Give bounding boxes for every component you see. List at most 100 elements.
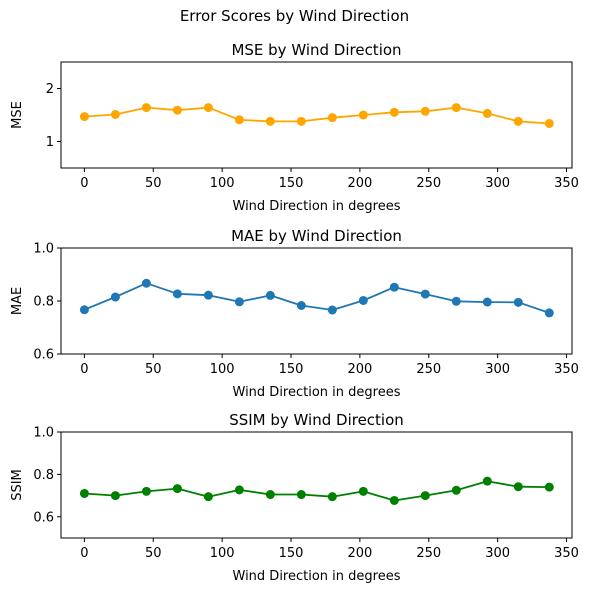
data-point [296,116,306,126]
data-point [420,491,430,501]
data-point [296,301,306,311]
plot-frame [60,431,573,539]
x-tick-label: 150 [279,362,304,377]
data-point [544,118,554,128]
y-axis-label: MAE [10,287,25,315]
data-point [141,278,151,288]
data-point [544,482,554,492]
data-point [265,290,275,300]
subplot-title: MAE by Wind Direction [231,227,402,245]
data-point [327,492,337,502]
x-tick-label: 200 [347,176,372,191]
x-tick-label: 250 [416,176,441,191]
data-point [265,116,275,126]
data-point [482,476,492,486]
x-tick-label: 0 [80,362,88,377]
x-tick-label: 50 [145,546,162,561]
x-tick-label: 100 [210,176,235,191]
data-point [389,282,399,292]
x-tick-label: 350 [554,546,579,561]
data-point [296,490,306,500]
x-tick-label: 200 [347,546,372,561]
data-point [141,486,151,496]
x-tick-label: 50 [145,362,162,377]
x-tick-label: 350 [554,176,579,191]
data-point [389,495,399,505]
plot-frame [60,61,573,169]
data-point [420,106,430,116]
data-point [203,492,213,502]
data-point [451,296,461,306]
x-tick-label: 0 [80,176,88,191]
data-point [327,113,337,123]
subplot-title: MSE by Wind Direction [231,41,401,59]
y-axis-label: MSE [10,101,25,129]
y-tick-label: 0.8 [33,468,54,483]
data-point [79,305,89,315]
data-point [234,297,244,307]
series-line [84,106,550,125]
plot-frame [60,247,573,355]
figure-title: Error Scores by Wind Direction [179,7,410,25]
series-line [84,282,550,314]
data-point [110,491,120,501]
data-point [234,485,244,495]
data-point [482,297,492,307]
y-tick-label: 2 [46,82,54,97]
data-point [79,112,89,122]
x-tick-label: 150 [279,546,304,561]
x-axis-label: Wind Direction in degrees [233,199,401,214]
x-axis-label: Wind Direction in degrees [233,569,401,584]
y-tick-label: 0.6 [33,348,54,363]
data-point [513,482,523,492]
data-point [358,486,368,496]
data-point [451,103,461,113]
data-point [234,115,244,125]
data-point [389,107,399,117]
y-tick-label: 0.8 [33,295,54,310]
subplot-2: MAE by Wind Direction 0 50 100 150 200 250 300 3… [10,227,579,400]
data-point [203,103,213,113]
x-tick-label: 300 [485,546,510,561]
data-point [203,290,213,300]
subplot-title: SSIM by Wind Direction [229,411,404,429]
x-tick-label: 250 [416,362,441,377]
x-axis-label: Wind Direction in degrees [233,385,401,400]
data-point [420,289,430,299]
data-point [172,105,182,115]
data-point [79,488,89,498]
x-tick-label: 300 [485,176,510,191]
x-tick-label: 50 [145,176,162,191]
y-tick-label: 1 [46,135,54,150]
x-tick-label: 350 [554,362,579,377]
y-tick-label: 1.0 [33,242,54,257]
x-tick-label: 100 [210,362,235,377]
x-tick-label: 200 [347,362,372,377]
data-point [110,109,120,119]
y-tick-label: 0.6 [33,510,54,525]
data-point [358,110,368,120]
y-tick-label: 1.0 [33,426,54,441]
x-tick-label: 300 [485,362,510,377]
x-tick-label: 250 [416,546,441,561]
data-point [451,485,461,495]
series-line [84,480,550,502]
y-axis-label: SSIM [10,469,25,501]
subplot-3: SSIM by Wind Direction 0 50 100 150 200 250 300… [10,411,579,584]
data-point [327,305,337,315]
data-point [265,490,275,500]
data-point [544,308,554,318]
data-point [358,295,368,305]
data-point [513,116,523,126]
data-point [141,103,151,113]
x-tick-label: 0 [80,546,88,561]
x-tick-label: 150 [279,176,304,191]
data-point [172,289,182,299]
data-point [110,292,120,302]
data-point [513,297,523,307]
data-point [172,484,182,494]
data-point [482,108,492,118]
x-tick-label: 100 [210,546,235,561]
